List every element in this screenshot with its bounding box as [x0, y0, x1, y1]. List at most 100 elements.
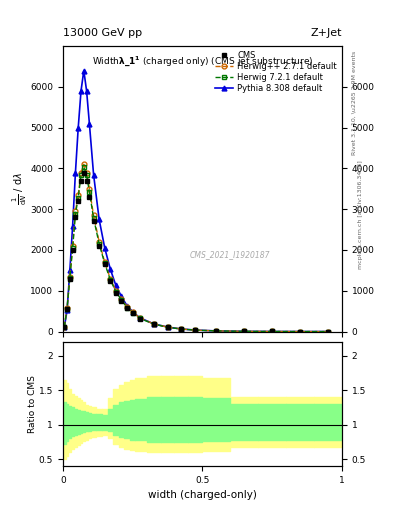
- Herwig 7.2.1 default: [298, 329, 303, 335]
- Herwig 7.2.1 default: [125, 305, 129, 311]
- CMS: [65, 306, 70, 312]
- CMS: [79, 178, 83, 184]
- Pythia 8.308 default: [193, 327, 198, 333]
- Herwig 7.2.1 default: [193, 327, 198, 333]
- CMS: [87, 194, 92, 200]
- CMS: [326, 329, 331, 335]
- Herwig++ 2.7.1 default: [114, 288, 118, 294]
- Pythia 8.308 default: [68, 267, 72, 273]
- Herwig 7.2.1 default: [102, 261, 107, 267]
- CMS: [68, 275, 72, 282]
- CMS: [81, 169, 86, 176]
- Pythia 8.308 default: [298, 329, 303, 335]
- Pythia 8.308 default: [79, 88, 83, 94]
- Herwig 7.2.1 default: [242, 328, 247, 334]
- Herwig++ 2.7.1 default: [79, 169, 83, 176]
- Herwig++ 2.7.1 default: [151, 321, 156, 327]
- Herwig 7.2.1 default: [65, 306, 70, 312]
- Herwig++ 2.7.1 default: [81, 161, 86, 167]
- Herwig++ 2.7.1 default: [73, 208, 78, 215]
- Herwig++ 2.7.1 default: [65, 305, 70, 311]
- Pythia 8.308 default: [242, 328, 247, 334]
- Herwig++ 2.7.1 default: [84, 169, 89, 176]
- Herwig++ 2.7.1 default: [137, 315, 142, 321]
- Herwig++ 2.7.1 default: [87, 186, 92, 192]
- Herwig++ 2.7.1 default: [242, 328, 247, 334]
- Text: 13000 GeV pp: 13000 GeV pp: [63, 28, 142, 38]
- Herwig 7.2.1 default: [87, 188, 92, 195]
- CMS: [70, 247, 75, 253]
- Pythia 8.308 default: [165, 324, 170, 330]
- Pythia 8.308 default: [84, 88, 89, 94]
- CMS: [214, 328, 219, 334]
- Herwig++ 2.7.1 default: [97, 239, 101, 245]
- Pythia 8.308 default: [91, 172, 96, 178]
- Pythia 8.308 default: [73, 169, 78, 176]
- Pythia 8.308 default: [102, 245, 107, 251]
- Line: Herwig 7.2.1 default: Herwig 7.2.1 default: [62, 165, 331, 334]
- Herwig 7.2.1 default: [79, 173, 83, 179]
- Pythia 8.308 default: [114, 283, 118, 289]
- Herwig++ 2.7.1 default: [179, 326, 184, 332]
- CMS: [114, 290, 118, 296]
- Pythia 8.308 default: [70, 222, 75, 228]
- Text: Z+Jet: Z+Jet: [310, 28, 342, 38]
- CMS: [270, 328, 275, 334]
- Herwig++ 2.7.1 default: [270, 328, 275, 334]
- X-axis label: width (charged-only): width (charged-only): [148, 490, 257, 500]
- CMS: [179, 326, 184, 332]
- CMS: [165, 325, 170, 331]
- Herwig 7.2.1 default: [119, 297, 124, 303]
- CMS: [193, 327, 198, 333]
- Text: Width$\mathbf{\lambda\_1^1}$ (charged only) (CMS jet substructure): Width$\mathbf{\lambda\_1^1}$ (charged on…: [92, 55, 313, 68]
- Herwig 7.2.1 default: [76, 195, 81, 201]
- Herwig 7.2.1 default: [270, 328, 275, 334]
- Pythia 8.308 default: [119, 293, 124, 300]
- CMS: [76, 198, 81, 204]
- Herwig 7.2.1 default: [62, 324, 67, 330]
- Herwig 7.2.1 default: [326, 329, 331, 335]
- Herwig 7.2.1 default: [91, 215, 96, 221]
- CMS: [62, 325, 67, 331]
- CMS: [73, 215, 78, 221]
- CMS: [137, 316, 142, 322]
- Herwig++ 2.7.1 default: [119, 296, 124, 302]
- Pythia 8.308 default: [87, 120, 92, 126]
- Herwig 7.2.1 default: [70, 245, 75, 251]
- Herwig++ 2.7.1 default: [108, 275, 113, 282]
- Line: Pythia 8.308 default: Pythia 8.308 default: [62, 68, 331, 334]
- Herwig 7.2.1 default: [81, 164, 86, 170]
- Pythia 8.308 default: [214, 328, 219, 334]
- Herwig 7.2.1 default: [151, 321, 156, 327]
- Herwig++ 2.7.1 default: [68, 273, 72, 280]
- Pythia 8.308 default: [65, 307, 70, 313]
- Herwig++ 2.7.1 default: [76, 192, 81, 198]
- CMS: [108, 278, 113, 284]
- Herwig 7.2.1 default: [179, 326, 184, 332]
- Pythia 8.308 default: [326, 329, 331, 335]
- CMS: [91, 219, 96, 225]
- Herwig++ 2.7.1 default: [130, 309, 135, 315]
- Pythia 8.308 default: [62, 325, 67, 331]
- Pythia 8.308 default: [151, 321, 156, 327]
- Herwig++ 2.7.1 default: [102, 259, 107, 265]
- CMS: [151, 322, 156, 328]
- Line: Herwig++ 2.7.1 default: Herwig++ 2.7.1 default: [62, 162, 331, 334]
- CMS: [102, 261, 107, 267]
- Pythia 8.308 default: [270, 328, 275, 334]
- Herwig++ 2.7.1 default: [125, 304, 129, 310]
- Herwig 7.2.1 default: [108, 276, 113, 283]
- Herwig 7.2.1 default: [137, 315, 142, 322]
- CMS: [242, 328, 247, 334]
- Herwig++ 2.7.1 default: [62, 324, 67, 330]
- Herwig 7.2.1 default: [165, 324, 170, 330]
- Herwig++ 2.7.1 default: [165, 324, 170, 330]
- Text: CMS_2021_I1920187: CMS_2021_I1920187: [190, 250, 270, 259]
- Pythia 8.308 default: [130, 309, 135, 315]
- Herwig 7.2.1 default: [130, 310, 135, 316]
- Y-axis label: Ratio to CMS: Ratio to CMS: [28, 375, 37, 433]
- Herwig 7.2.1 default: [97, 241, 101, 247]
- Herwig 7.2.1 default: [84, 173, 89, 179]
- Herwig++ 2.7.1 default: [193, 327, 198, 333]
- CMS: [125, 305, 129, 311]
